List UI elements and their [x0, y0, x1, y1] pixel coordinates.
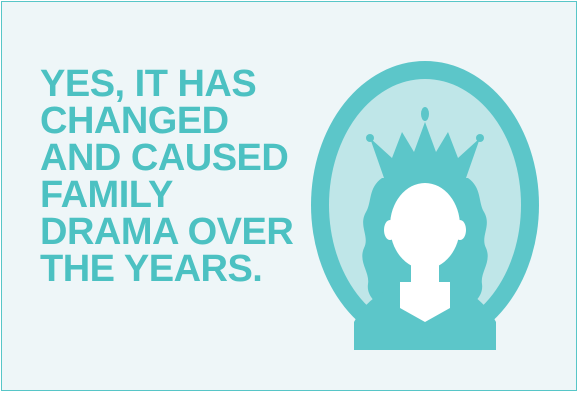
face-shape	[390, 183, 460, 269]
headline-line-1: YES, IT HAS	[40, 63, 257, 105]
headline-line-6: THE YEARS.	[40, 248, 263, 290]
headline-text: YES, IT HAS CHANGED AND CAUSED FAMILY DR…	[40, 63, 300, 290]
headline-line-4: FAMILY	[40, 174, 173, 216]
headline-line-5: DRAMA OVER	[40, 211, 294, 253]
headline-line-3: AND CAUSED	[40, 137, 289, 179]
queen-portrait-icon	[311, 61, 539, 350]
headline-line-2: CHANGED	[40, 100, 229, 142]
collar-shape	[400, 282, 450, 322]
